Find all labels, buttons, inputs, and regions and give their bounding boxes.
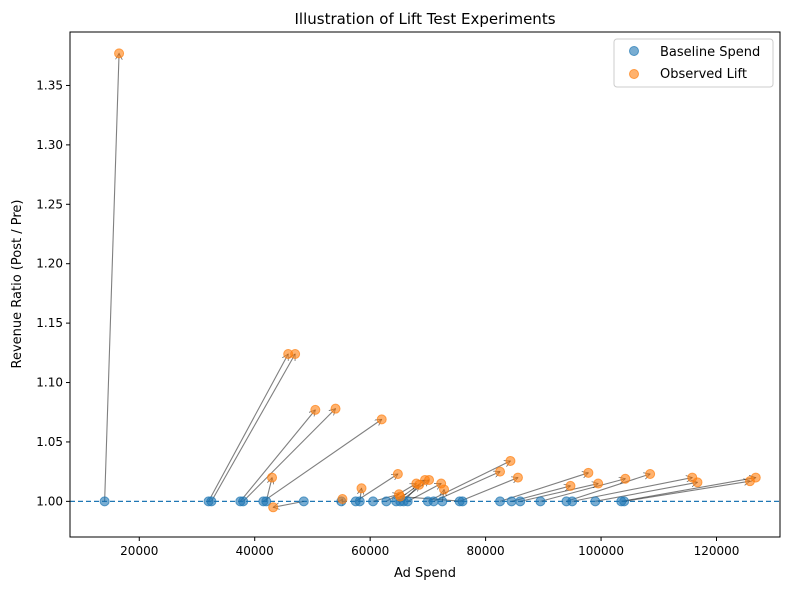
baseline-point xyxy=(590,496,601,507)
x-tick-label: 40000 xyxy=(236,544,274,558)
baseline-point xyxy=(381,496,392,507)
x-tick-label: 120000 xyxy=(694,544,740,558)
lift-point xyxy=(505,455,516,466)
lift-arrow xyxy=(540,479,625,502)
lift-arrow xyxy=(595,482,697,502)
lift-point xyxy=(645,469,656,480)
x-tick-label: 20000 xyxy=(120,544,158,558)
y-tick-label: 1.30 xyxy=(36,138,63,152)
baseline-point xyxy=(402,496,413,507)
baseline-point xyxy=(535,496,546,507)
legend-label-lift: Observed Lift xyxy=(660,67,747,82)
baseline-point xyxy=(99,496,110,507)
baseline-point xyxy=(437,496,448,507)
lift-point xyxy=(565,480,576,491)
x-tick-label: 100000 xyxy=(578,544,624,558)
lift-point xyxy=(692,477,703,488)
baseline-point xyxy=(428,496,439,507)
y-tick-label: 1.15 xyxy=(36,316,63,330)
x-axis: 20000 40000 60000 80000 100000 120000 xyxy=(120,537,739,558)
lift-arrow xyxy=(210,354,296,502)
lift-point xyxy=(424,474,435,485)
lift-point xyxy=(593,478,604,489)
x-tick-label: 80000 xyxy=(467,544,505,558)
y-tick-label: 1.25 xyxy=(36,197,63,211)
lift-arrow xyxy=(208,354,289,502)
legend-marker-lift xyxy=(629,69,639,79)
lift-point xyxy=(268,502,279,513)
lift-point xyxy=(392,469,403,480)
x-axis-label: Ad Spend xyxy=(394,566,456,581)
lift-point xyxy=(414,479,425,490)
lift-arrow xyxy=(263,419,381,502)
lift-arrow xyxy=(459,478,518,502)
chart-title: Illustration of Lift Test Experiments xyxy=(294,10,555,28)
baseline-point xyxy=(238,496,249,507)
lift-point xyxy=(356,483,367,494)
lift-point xyxy=(495,466,506,477)
baseline-point xyxy=(495,496,506,507)
lift-arrow xyxy=(242,409,335,502)
lift-point xyxy=(744,476,755,487)
y-tick-label: 1.05 xyxy=(36,435,63,449)
lift-arrow xyxy=(566,474,650,502)
baseline-point xyxy=(368,496,379,507)
y-tick-label: 1.00 xyxy=(36,494,63,508)
lift-arrow xyxy=(355,474,398,502)
lift-point xyxy=(620,473,631,484)
lift-arrow xyxy=(104,53,119,502)
baseline-point xyxy=(515,496,526,507)
lift-arrow xyxy=(621,478,755,502)
legend: Baseline Spend Observed Lift xyxy=(613,38,774,88)
lift-point xyxy=(337,493,348,504)
y-tick-label: 1.20 xyxy=(36,257,63,271)
plot-area xyxy=(70,48,780,513)
legend-label-baseline: Baseline Spend xyxy=(660,45,760,60)
y-axis-label: Revenue Ratio (Post / Pre) xyxy=(10,200,25,369)
baseline-point xyxy=(298,496,309,507)
lift-point xyxy=(114,48,125,59)
lift-arrow xyxy=(433,472,500,502)
baseline-point xyxy=(457,496,468,507)
baseline-point xyxy=(354,496,365,507)
lift-arrow xyxy=(624,481,750,502)
lift-point xyxy=(290,349,301,360)
y-tick-label: 1.35 xyxy=(36,78,63,92)
lift-arrow xyxy=(499,473,588,502)
lift-point xyxy=(512,472,523,483)
lift-arrow xyxy=(407,484,441,502)
y-tick-label: 1.10 xyxy=(36,376,63,390)
baseline-point xyxy=(206,496,217,507)
legend-box xyxy=(613,38,774,88)
plot-frame xyxy=(69,31,781,538)
lift-point xyxy=(439,484,450,495)
lift-point xyxy=(267,472,278,483)
lift-point xyxy=(376,414,387,425)
lift-arrow xyxy=(520,484,598,502)
baseline-point xyxy=(619,496,630,507)
baseline-point xyxy=(261,496,272,507)
baseline-point xyxy=(567,496,578,507)
lift-arrow xyxy=(572,478,692,502)
legend-marker-baseline xyxy=(629,46,639,56)
baseline-point xyxy=(506,496,517,507)
lift-arrow xyxy=(239,410,315,502)
lift-point xyxy=(583,467,594,478)
lift-point xyxy=(395,491,406,502)
lift-arrow xyxy=(273,500,304,507)
y-axis: 1.00 1.05 1.10 1.15 1.20 1.25 1.30 1.35 xyxy=(36,78,70,508)
x-tick-label: 60000 xyxy=(351,544,389,558)
lift-point xyxy=(310,404,321,415)
lift-point xyxy=(330,403,341,414)
